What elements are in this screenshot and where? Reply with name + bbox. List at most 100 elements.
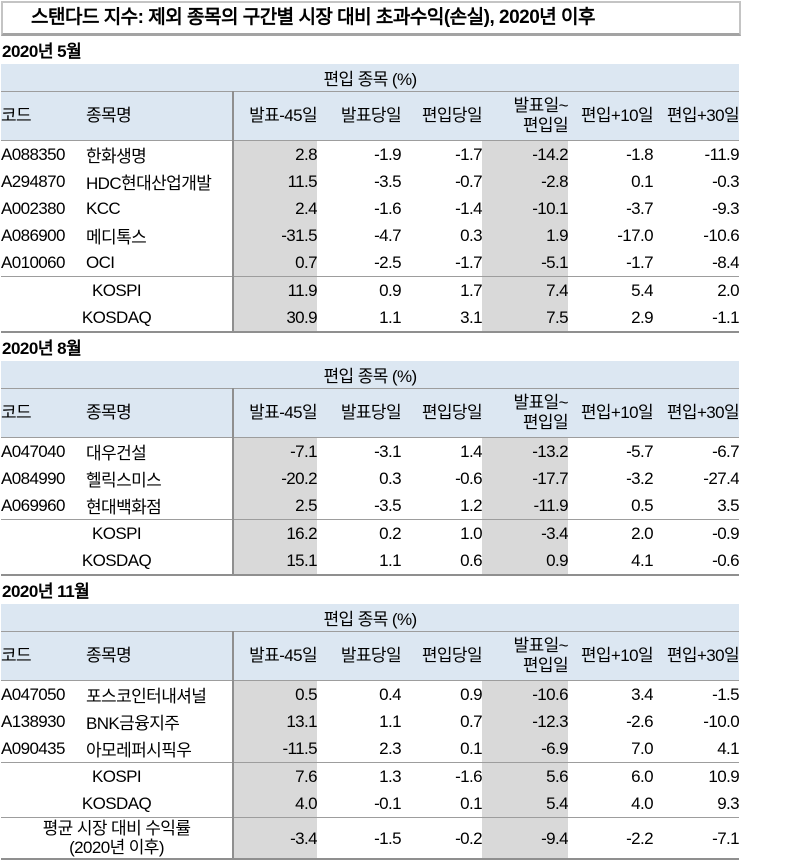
name-cell: 메디톡스 bbox=[86, 228, 147, 247]
value-cell: 7.5 bbox=[482, 304, 568, 332]
index-row: KOSDAQ 15.1 1.1 0.6 0.9 4.1 -0.6 bbox=[1, 547, 739, 575]
table-group-header-row: 편입 종목 (%) bbox=[1, 604, 740, 632]
value-cell: 7.6 bbox=[232, 762, 317, 790]
value-cell: -0.6 bbox=[455, 468, 482, 488]
value-cell: -11.9 bbox=[482, 492, 568, 520]
index-label-cell: KOSPI bbox=[1, 276, 233, 304]
value-cell: -6.7 bbox=[712, 441, 740, 461]
value-cell: -6.9 bbox=[482, 735, 568, 763]
value-cell: -10.6 bbox=[482, 680, 568, 708]
table-row: A047050 포스코인터내셔널 0.5 0.4 0.9 -10.6 3.4 -1.5 bbox=[1, 680, 740, 708]
value-cell: -1.7 bbox=[455, 252, 482, 272]
index-row: KOSPI 16.2 0.2 1.0 -3.4 2.0 -0.9 bbox=[1, 519, 740, 547]
col-header-2: 발표-45일 bbox=[232, 388, 317, 438]
col-header-7: 편입+30일 bbox=[653, 388, 740, 438]
value-cell: 0.7 bbox=[232, 249, 317, 277]
index-label-cell: KOSPI bbox=[1, 762, 233, 790]
value-cell: -13.2 bbox=[482, 437, 568, 465]
name-cell: 포스코인터내셔널 bbox=[86, 687, 207, 706]
name-cell: 현대백화점 bbox=[86, 498, 162, 517]
name-cell: 아모레퍼시픽우 bbox=[86, 741, 192, 760]
col-header-5: 발표일~ 편입일 bbox=[482, 388, 568, 438]
value-cell: -1.7 bbox=[455, 144, 482, 164]
value-cell: 0.1 bbox=[460, 793, 482, 813]
excess-return-table: 편입 종목 (%) 코드 종목명 발표-45일 발표당일 편입당일 발표일~ 편입일 편입+1… bbox=[1, 361, 740, 576]
value-cell: 3.4 bbox=[631, 684, 653, 704]
value-cell: -3.5 bbox=[374, 171, 401, 191]
code-cell: A069960 bbox=[1, 495, 65, 515]
name-cell: 한화생명 bbox=[86, 147, 147, 166]
summary-label-cell: 평균 시장 대비 수익률 (2020년 이후) bbox=[1, 817, 233, 859]
value-cell: 0.2 bbox=[317, 519, 401, 547]
value-cell: -20.2 bbox=[232, 465, 317, 492]
value-cell: 0.6 bbox=[460, 550, 482, 570]
table-row: A047040 대우건설 -7.1 -3.1 1.4 -13.2 -5.7 -6.7 bbox=[1, 437, 740, 465]
value-cell: -0.3 bbox=[712, 171, 740, 191]
index-label-cell: KOSDAQ bbox=[81, 550, 152, 570]
value-cell: -1.4 bbox=[455, 198, 482, 218]
value-cell: 1.2 bbox=[460, 495, 482, 515]
excess-return-table: 편입 종목 (%) 코드 종목명 발표-45일 발표당일 편입당일 발표일~ 편입일 편입+1… bbox=[1, 604, 740, 860]
column-header-row: 코드 종목명 발표-45일 발표당일 편입당일 발표일~ 편입일 편입+10일 편입+30일 bbox=[1, 91, 740, 141]
col-header-7: 편입+30일 bbox=[653, 631, 740, 681]
col-header-6: 편입+10일 bbox=[568, 631, 653, 681]
value-cell: -11.5 bbox=[232, 735, 317, 763]
value-cell: -2.2 bbox=[568, 817, 653, 859]
value-cell: -3.4 bbox=[482, 519, 568, 547]
column-header-row: 코드 종목명 발표-45일 발표당일 편입당일 발표일~ 편입일 편입+10일 편입+30일 bbox=[1, 388, 740, 438]
section-label: 2020년 11월 bbox=[2, 582, 90, 601]
code-cell: A086900 bbox=[1, 225, 65, 245]
section-label: 2020년 5월 bbox=[2, 42, 82, 61]
value-cell: 0.7 bbox=[460, 711, 482, 731]
value-cell: 0.3 bbox=[379, 468, 401, 488]
col-header-3: 발표당일 bbox=[317, 388, 401, 438]
col-header-3: 발표당일 bbox=[317, 91, 401, 141]
col-header-1: 종목명 bbox=[86, 91, 233, 141]
value-cell: -1.6 bbox=[374, 198, 401, 218]
value-cell: 2.9 bbox=[631, 307, 653, 327]
value-cell: -0.7 bbox=[455, 171, 482, 191]
value-cell: -5.1 bbox=[482, 249, 568, 277]
column-header-row: 코드 종목명 발표-45일 발표당일 편입당일 발표일~ 편입일 편입+10일 편입+30일 bbox=[1, 631, 740, 681]
value-cell: -9.4 bbox=[482, 817, 568, 859]
code-cell: A010060 bbox=[1, 252, 65, 272]
value-cell: -0.9 bbox=[653, 519, 740, 547]
value-cell: 2.4 bbox=[232, 195, 317, 222]
value-cell: 2.5 bbox=[232, 492, 317, 520]
value-cell: -10.1 bbox=[482, 195, 568, 222]
value-cell: 4.0 bbox=[232, 790, 317, 818]
col-header-6: 편입+10일 bbox=[568, 91, 653, 141]
value-cell: -0.1 bbox=[374, 793, 401, 813]
value-cell: -10.6 bbox=[703, 225, 740, 245]
value-cell: -3.2 bbox=[626, 468, 653, 488]
index-row: KOSPI 11.9 0.9 1.7 7.4 5.4 2.0 bbox=[1, 276, 740, 304]
value-cell: -11.9 bbox=[704, 144, 740, 164]
value-cell: -31.5 bbox=[232, 222, 317, 249]
value-cell: -14.2 bbox=[482, 140, 568, 168]
value-cell: -3.4 bbox=[232, 817, 317, 859]
value-cell: -1.8 bbox=[626, 144, 653, 164]
value-cell: -17.7 bbox=[482, 465, 568, 492]
value-cell: -2.6 bbox=[626, 711, 653, 731]
value-cell: -27.4 bbox=[703, 468, 740, 488]
name-cell: BNK금융지주 bbox=[86, 714, 180, 733]
value-cell: -9.3 bbox=[712, 198, 740, 218]
value-cell: -17.0 bbox=[617, 225, 653, 245]
value-cell: -1.5 bbox=[712, 684, 740, 704]
value-cell: 30.9 bbox=[232, 304, 317, 332]
value-cell: 3.5 bbox=[717, 495, 740, 515]
value-cell: 3.1 bbox=[460, 307, 482, 327]
value-cell: 1.0 bbox=[401, 519, 482, 547]
value-cell: 0.9 bbox=[460, 684, 482, 704]
value-cell: 1.3 bbox=[317, 762, 401, 790]
value-cell: -5.7 bbox=[626, 441, 653, 461]
value-cell: 5.6 bbox=[482, 762, 568, 790]
table-row: A138930 BNK금융지주 13.1 1.1 0.7 -12.3 -2.6 -10.0 bbox=[1, 708, 739, 735]
index-label-cell: KOSDAQ bbox=[81, 307, 152, 327]
code-cell: A047050 bbox=[1, 684, 65, 704]
value-cell: -10.0 bbox=[703, 711, 740, 731]
value-cell: -3.7 bbox=[626, 198, 653, 218]
code-cell: A090435 bbox=[1, 738, 65, 758]
col-header-0: 코드 bbox=[1, 631, 86, 681]
